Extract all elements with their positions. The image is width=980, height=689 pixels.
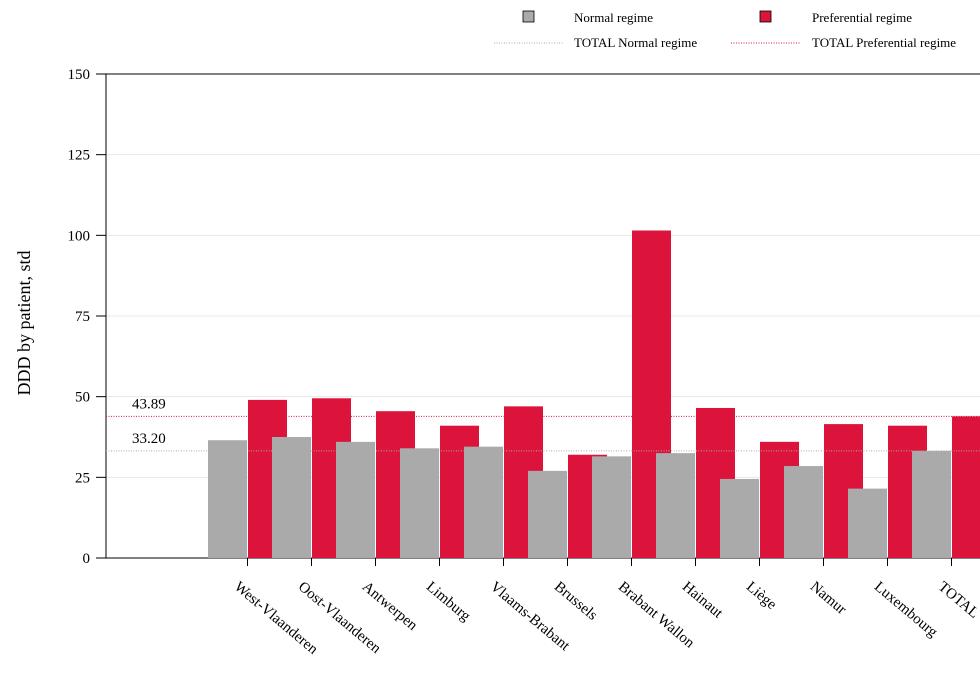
bar-normal <box>464 446 503 558</box>
y-tick-label: 125 <box>68 148 91 164</box>
bar-preferential <box>952 416 980 558</box>
bar-normal <box>848 488 887 558</box>
x-tick-label: Antwerpen <box>359 579 421 634</box>
legend-swatch-preferential <box>759 10 772 23</box>
x-tick-label: Hainaut <box>679 579 726 622</box>
legend-label-total-preferential: TOTAL Preferential regime <box>812 35 956 50</box>
bar-normal <box>656 453 695 558</box>
y-tick-label: 0 <box>83 551 91 567</box>
bar-normal <box>336 441 375 558</box>
y-tick-label: 100 <box>68 228 91 244</box>
legend-label-total-normal: TOTAL Normal regime <box>574 35 697 50</box>
x-tick-label: Brussels <box>551 579 600 624</box>
legend: Normal regime Preferential regime TOTAL … <box>494 10 956 50</box>
bar-normal <box>912 450 951 558</box>
y-tick-label: 150 <box>68 67 91 83</box>
x-tick-label: Liège <box>743 579 780 613</box>
reference-line-label: 33.20 <box>132 431 166 447</box>
y-tick-label: 75 <box>75 309 90 325</box>
x-tick-label: Namur <box>807 579 849 618</box>
x-tick-label: Limburg <box>423 579 474 625</box>
legend-label-normal: Normal regime <box>574 10 653 25</box>
x-tick-label: Luxembourg <box>871 579 941 641</box>
y-tick-label: 25 <box>75 470 90 486</box>
bar-normal <box>272 437 311 558</box>
y-axis-label: DDD by patient, std <box>14 251 34 396</box>
y-tick-label: 50 <box>75 390 90 406</box>
plot-area: 0255075100125150West-VlaanderenOost-Vlaa… <box>68 67 980 658</box>
bar-normal <box>400 448 439 558</box>
bar-normal <box>592 456 631 558</box>
bar-normal <box>528 470 567 558</box>
legend-swatch-normal <box>522 10 535 23</box>
x-tick-label: TOTAL <box>935 579 980 622</box>
reference-line-label: 43.89 <box>132 396 166 412</box>
bar-normal <box>720 478 759 558</box>
legend-label-preferential: Preferential regime <box>812 10 912 25</box>
bar-normal <box>784 466 823 558</box>
bar-normal <box>208 440 247 558</box>
